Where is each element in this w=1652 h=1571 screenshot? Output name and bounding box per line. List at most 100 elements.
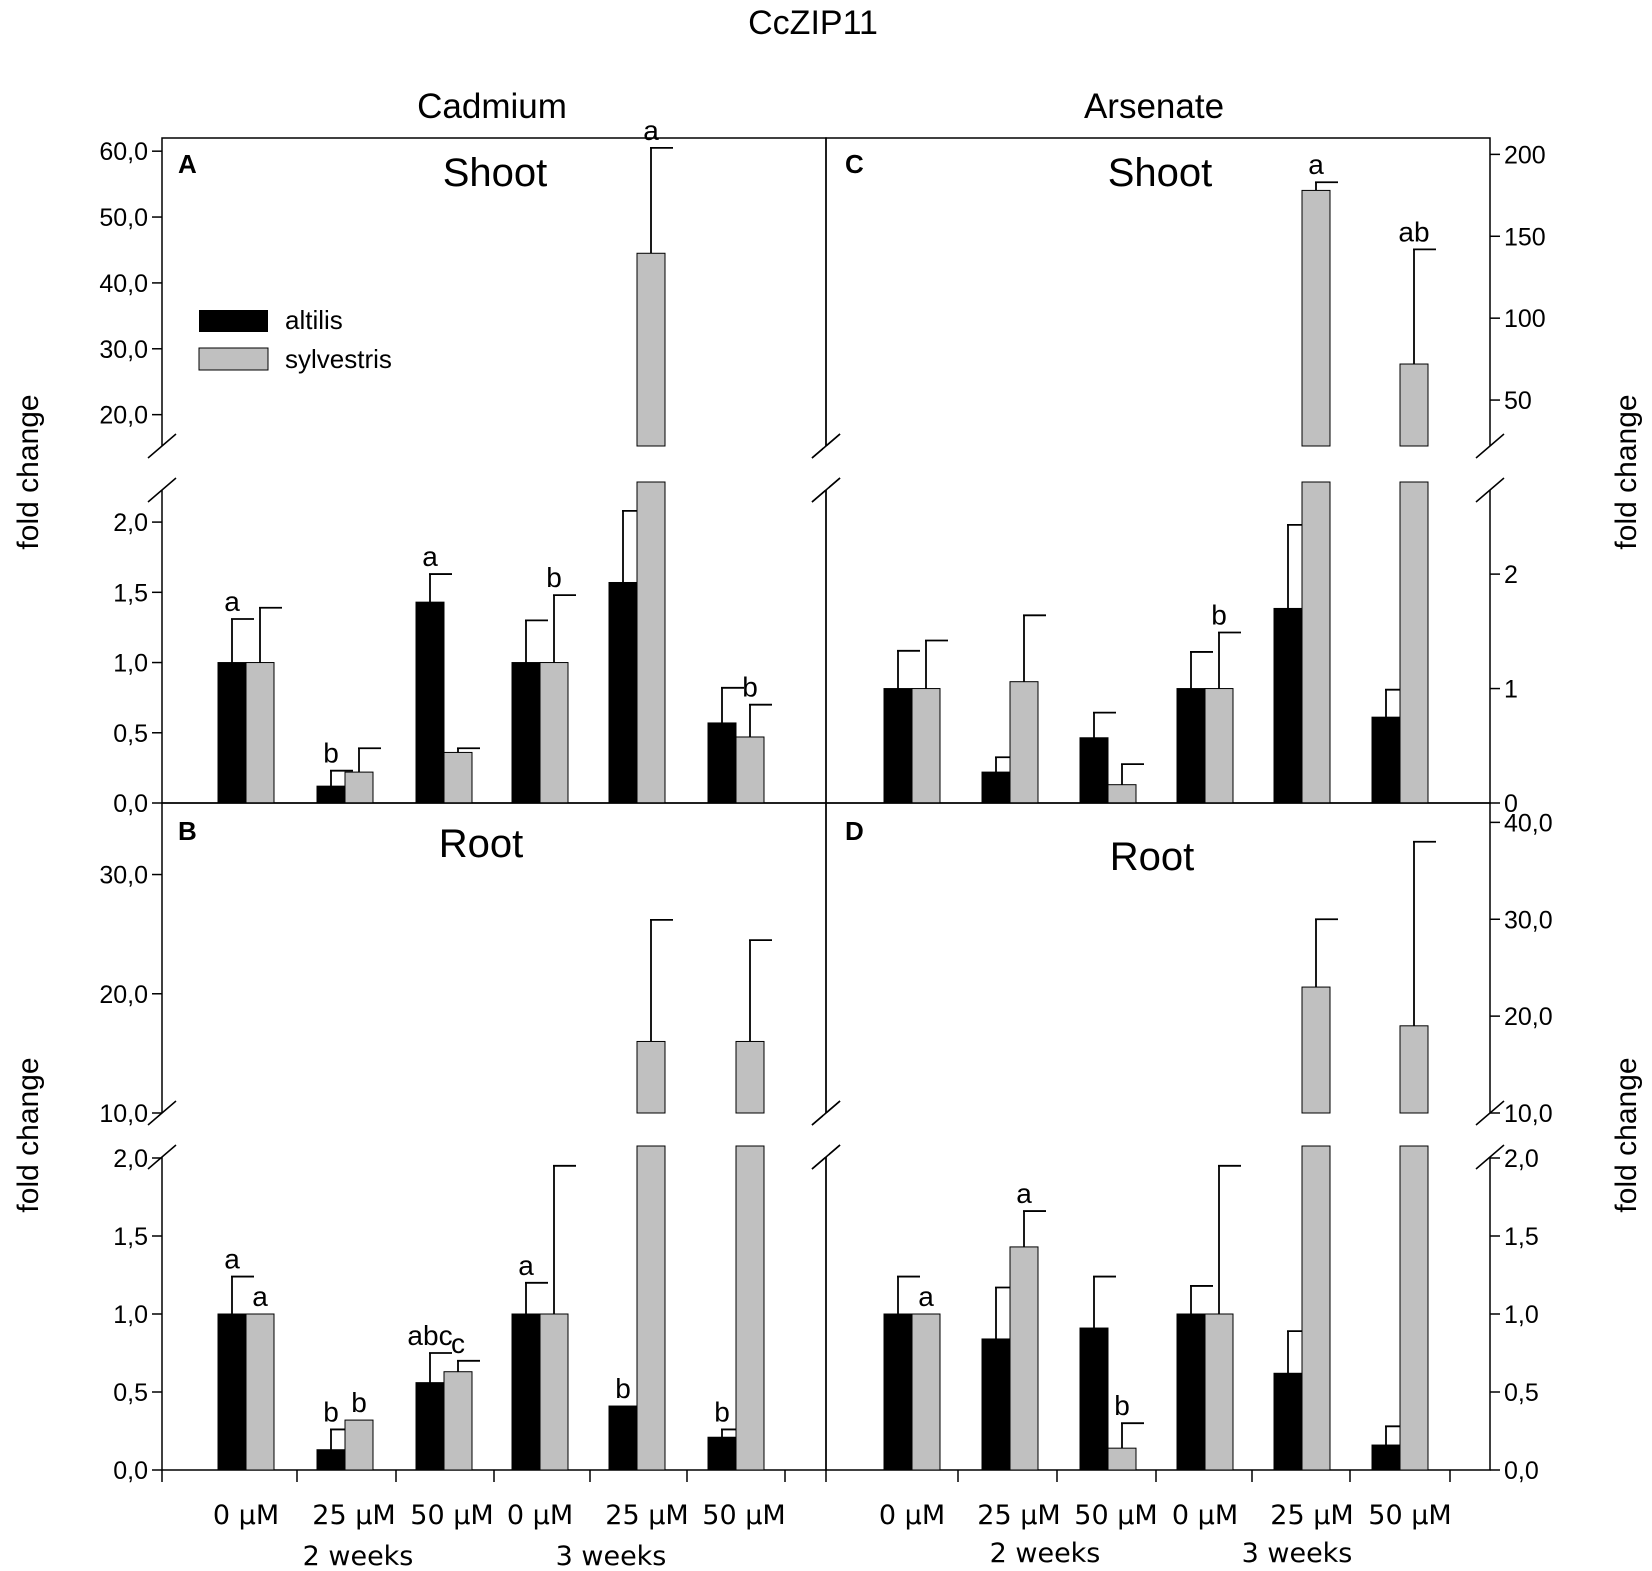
y-tick-label: 30,0	[99, 336, 148, 364]
x-tick-label: 25 µM	[312, 1500, 395, 1531]
y-tick-label: 1	[1504, 676, 1518, 704]
bar-sylvestris	[443, 1371, 473, 1471]
y-tick-label: 20,0	[99, 402, 148, 430]
bar-sylvestris	[1009, 681, 1039, 804]
y-tick-label: 0,5	[113, 1379, 148, 1407]
y-tick-label: 2,0	[1504, 1145, 1539, 1173]
legend-label-sylvestris: sylvestris	[285, 344, 392, 374]
panel-title: Shoot	[1108, 151, 1213, 195]
panel-D: 0,0 0,5 1,0 1,5 2,0 10,0 20,0 30,0 40,0 Root Da a b	[811, 802, 1553, 1485]
bar-sylvestris-upper	[1301, 189, 1331, 447]
x-axis-labels: 0 µM 25 µM 50 µM 0 µM 25 µM 50 µM 2 week…	[213, 1500, 1452, 1571]
y-tick-label: 100	[1504, 305, 1546, 333]
significance-letter: b	[1114, 1390, 1130, 1421]
bar-altilis	[217, 1313, 247, 1471]
bar-altilis	[1079, 737, 1109, 804]
bar-sylvestris-upper	[636, 252, 666, 447]
significance-letter: abc	[407, 1320, 452, 1351]
significance-letter: a	[918, 1281, 934, 1312]
y-tick-label: 1,0	[113, 650, 148, 678]
significance-letter: b	[714, 1396, 730, 1427]
significance-letter: b	[351, 1387, 367, 1418]
panel-letter: B	[178, 816, 197, 846]
bar-altilis	[511, 662, 541, 804]
y-tick-label: 20,0	[99, 981, 148, 1009]
y-tick-label: 0,0	[113, 790, 148, 818]
axis-break-mark	[1475, 1144, 1505, 1170]
significance-letter: b	[1211, 599, 1227, 630]
legend-swatch-sylvestris	[198, 347, 269, 371]
bar-altilis	[883, 688, 913, 804]
y-tick-label: 0,0	[113, 1457, 148, 1485]
significance-letter: a	[252, 1281, 268, 1312]
axis-break-mark	[147, 1144, 177, 1170]
bar-altilis	[316, 1449, 346, 1471]
bar-sylvestris	[911, 1313, 941, 1471]
axis-break-gap	[823, 1113, 829, 1157]
y-tick-label: 40,0	[99, 270, 148, 298]
bar-altilis	[608, 581, 638, 804]
y-tick-label: 150	[1504, 223, 1546, 251]
legend: altilis sylvestris	[198, 305, 392, 374]
bar-sylvestris	[1204, 1313, 1234, 1471]
axis-break-mark	[811, 477, 841, 503]
panel-C: 0 1 2 50 100 150 200 Shoot Cb a ab	[811, 137, 1546, 818]
significance-letter: b	[742, 672, 758, 703]
x-tick-label: 50 µM	[410, 1500, 493, 1531]
y-tick-label: 1,5	[113, 579, 148, 607]
bar-sylvestris-upper	[1399, 1025, 1429, 1114]
y-tick-label: 1,0	[113, 1301, 148, 1329]
bar-sylvestris-upper	[1301, 986, 1331, 1114]
panel-letter: A	[178, 149, 197, 179]
bar-sylvestris	[1301, 481, 1331, 804]
y-tick-label: 60,0	[99, 138, 148, 166]
bar-altilis	[1273, 607, 1303, 804]
bar-sylvestris	[636, 481, 666, 804]
x-group-label: 2 weeks	[990, 1538, 1101, 1569]
significance-letter: a	[224, 1244, 240, 1275]
x-tick-label: 0 µM	[213, 1500, 279, 1531]
significance-letter: b	[615, 1373, 631, 1404]
bar-altilis	[1273, 1372, 1303, 1471]
axis-break-gap	[159, 1113, 165, 1157]
x-tick-label: 0 µM	[1172, 1500, 1238, 1531]
bar-altilis	[608, 1405, 638, 1471]
significance-letter: a	[1016, 1178, 1032, 1209]
bar-altilis	[707, 722, 737, 804]
y-tick-label: 0	[1504, 790, 1518, 818]
y-axis-label-top-left: fold change	[12, 394, 45, 549]
bar-altilis	[415, 601, 445, 804]
bar-sylvestris-upper	[636, 1040, 666, 1114]
bar-altilis	[981, 1338, 1011, 1471]
panel-title: Root	[1110, 835, 1195, 879]
x-tick-label: 25 µM	[605, 1500, 688, 1531]
bar-sylvestris	[245, 662, 275, 804]
bar-altilis	[217, 662, 247, 804]
axis-break-mark	[811, 433, 841, 459]
bar-altilis	[1371, 1444, 1401, 1471]
x-tick-label: 50 µM	[1368, 1500, 1451, 1531]
significance-letter: b	[323, 738, 339, 769]
column-title-cadmium: Cadmium	[417, 87, 567, 126]
y-tick-label: 10,0	[99, 1100, 148, 1128]
bar-sylvestris	[1399, 481, 1429, 804]
y-tick-label: 30,0	[1504, 906, 1553, 934]
y-axis-label-bottom-left: fold change	[12, 1057, 45, 1212]
y-tick-label: 2,0	[113, 509, 148, 537]
panel-A: 0,0 0,5 1,0 1,5 2,0 20,0 30,0 40,0 50,0 60,0 Shoot…	[99, 115, 841, 818]
panel-B: 0,00,51,01,52,010,020,030,0RootBababcabb…	[99, 802, 841, 1485]
x-tick-label: 25 µM	[977, 1500, 1060, 1531]
panel-title: Root	[439, 822, 524, 866]
y-tick-label: 0,5	[113, 720, 148, 748]
panel-letter: D	[845, 816, 864, 846]
significance-letter: a	[518, 1250, 534, 1281]
x-tick-label: 50 µM	[702, 1500, 785, 1531]
bar-altilis	[1176, 688, 1206, 804]
y-tick-label: 40,0	[1504, 809, 1553, 837]
x-tick-label: 25 µM	[1270, 1500, 1353, 1531]
significance-letter: a	[643, 115, 659, 146]
bar-sylvestris	[1107, 784, 1137, 804]
bar-altilis	[1371, 716, 1401, 804]
axis-break-mark	[811, 1144, 841, 1170]
